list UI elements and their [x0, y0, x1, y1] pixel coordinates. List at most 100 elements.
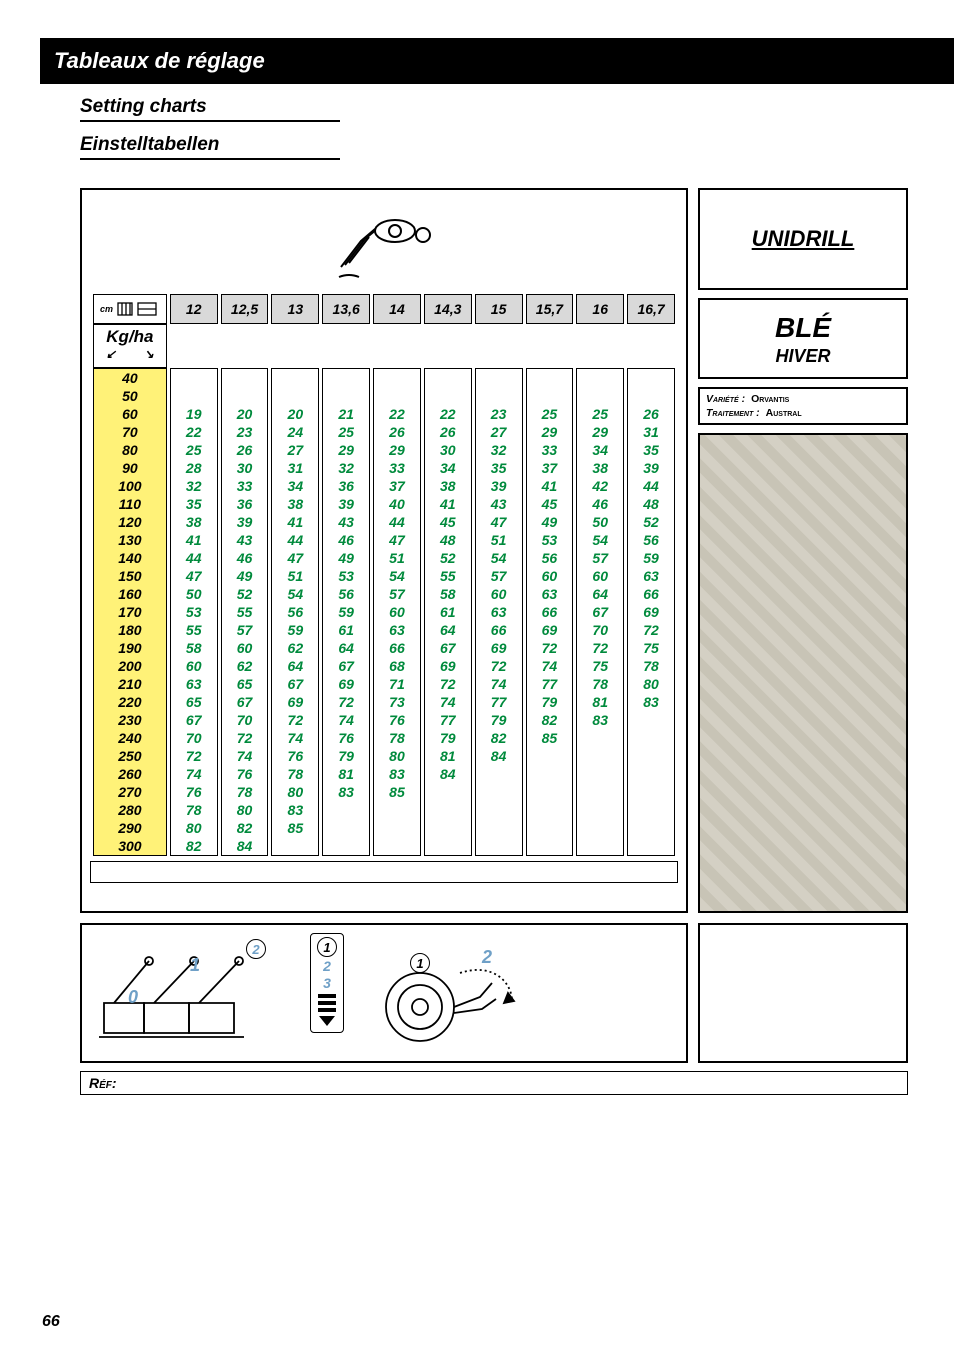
value-cell: 48 — [424, 531, 472, 549]
value-cell — [373, 801, 421, 819]
value-cell: 57 — [475, 567, 523, 585]
page-number: 66 — [42, 1313, 60, 1331]
lever-pos-0: 0 — [128, 987, 138, 1008]
value-cell: 60 — [373, 603, 421, 621]
value-cell: 81 — [424, 747, 472, 765]
value-cell: 25 — [170, 441, 218, 459]
value-cell — [475, 387, 523, 405]
rate-cell: 50 — [93, 387, 167, 405]
spacing-header: 15,7 — [526, 294, 574, 324]
value-cell: 84 — [424, 765, 472, 783]
rate-cell: 180 — [93, 621, 167, 639]
spacing-header: 13,6 — [322, 294, 370, 324]
value-cell: 72 — [221, 729, 269, 747]
value-cell: 82 — [221, 819, 269, 837]
value-cell: 60 — [221, 639, 269, 657]
value-cell: 72 — [627, 621, 675, 639]
value-cell: 27 — [271, 441, 319, 459]
value-cell: 78 — [373, 729, 421, 747]
spacing-header: 14 — [373, 294, 421, 324]
value-cell: 44 — [170, 549, 218, 567]
value-cell — [576, 765, 624, 783]
variety-box: Variété :Orvantis Traitement :Austral — [698, 387, 908, 425]
value-cell: 64 — [424, 621, 472, 639]
value-cell: 47 — [271, 549, 319, 567]
rate-cell: 160 — [93, 585, 167, 603]
value-cell: 70 — [170, 729, 218, 747]
value-cell: 78 — [221, 783, 269, 801]
value-cell — [475, 837, 523, 856]
value-cell: 69 — [424, 657, 472, 675]
wheel-pos-2: 2 — [482, 947, 492, 968]
value-cell: 41 — [526, 477, 574, 495]
value-cell: 32 — [322, 459, 370, 477]
value-cell: 83 — [373, 765, 421, 783]
value-cell — [221, 368, 269, 387]
value-cell: 44 — [373, 513, 421, 531]
value-cell: 75 — [576, 657, 624, 675]
value-cell: 54 — [475, 549, 523, 567]
value-cell: 39 — [475, 477, 523, 495]
value-cell: 77 — [526, 675, 574, 693]
value-cell: 53 — [170, 603, 218, 621]
value-cell — [627, 368, 675, 387]
value-cell: 57 — [221, 621, 269, 639]
value-cell — [576, 783, 624, 801]
value-cell: 51 — [373, 549, 421, 567]
value-cell: 65 — [170, 693, 218, 711]
value-cell: 83 — [627, 693, 675, 711]
value-cell: 83 — [322, 783, 370, 801]
value-cell: 39 — [627, 459, 675, 477]
value-cell: 64 — [271, 657, 319, 675]
header-machine-icon — [90, 196, 678, 294]
value-cell: 41 — [271, 513, 319, 531]
value-cell: 66 — [373, 639, 421, 657]
rate-cell: 40 — [93, 368, 167, 387]
value-cell: 54 — [576, 531, 624, 549]
value-cell: 70 — [576, 621, 624, 639]
value-cell — [627, 819, 675, 837]
spacing-header: 14,3 — [424, 294, 472, 324]
value-cell: 52 — [627, 513, 675, 531]
rate-cell: 140 — [93, 549, 167, 567]
value-cell: 83 — [271, 801, 319, 819]
rate-cell: 70 — [93, 423, 167, 441]
kgha-header: Kg/ha↙↘ — [93, 324, 167, 368]
value-cell — [170, 387, 218, 405]
value-cell: 38 — [170, 513, 218, 531]
rate-cell: 100 — [93, 477, 167, 495]
value-cell: 38 — [576, 459, 624, 477]
value-cell: 74 — [170, 765, 218, 783]
value-cell — [475, 783, 523, 801]
value-cell: 78 — [576, 675, 624, 693]
rate-cell: 300 — [93, 837, 167, 856]
value-cell: 50 — [576, 513, 624, 531]
wheel-diagram-icon — [360, 933, 540, 1053]
value-cell: 43 — [475, 495, 523, 513]
value-cell: 74 — [322, 711, 370, 729]
value-cell — [576, 747, 624, 765]
spacing-header-icon: cm — [93, 294, 167, 324]
value-cell: 20 — [221, 405, 269, 423]
value-cell: 67 — [170, 711, 218, 729]
value-cell — [475, 801, 523, 819]
value-cell: 62 — [271, 639, 319, 657]
value-cell: 74 — [271, 729, 319, 747]
value-cell: 45 — [526, 495, 574, 513]
settings-table: cm1212,51313,61414,31515,71616,7Kg/ha↙↘ … — [90, 294, 678, 856]
value-cell: 76 — [271, 747, 319, 765]
value-cell: 32 — [475, 441, 523, 459]
rate-cell: 280 — [93, 801, 167, 819]
value-cell: 84 — [475, 747, 523, 765]
value-cell — [424, 837, 472, 856]
value-cell: 65 — [221, 675, 269, 693]
value-cell: 30 — [424, 441, 472, 459]
value-cell: 79 — [475, 711, 523, 729]
value-cell — [373, 837, 421, 856]
value-cell — [475, 368, 523, 387]
value-cell: 29 — [526, 423, 574, 441]
unidrill-label: UNIDRILL — [698, 188, 908, 290]
value-cell: 63 — [475, 603, 523, 621]
value-cell: 76 — [170, 783, 218, 801]
value-cell: 81 — [322, 765, 370, 783]
